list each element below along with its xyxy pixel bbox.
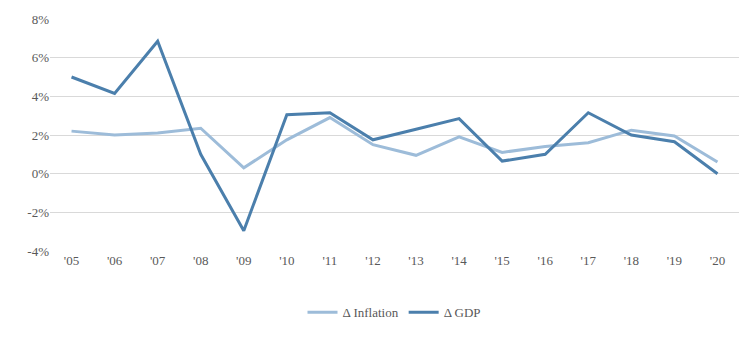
svg-text:'12: '12 [365, 253, 380, 268]
svg-text:2%: 2% [32, 128, 50, 143]
svg-text:Δ Inflation: Δ Inflation [343, 305, 399, 320]
svg-text:'15: '15 [494, 253, 509, 268]
svg-text:'19: '19 [667, 253, 682, 268]
svg-text:'17: '17 [581, 253, 597, 268]
svg-text:6%: 6% [32, 50, 50, 65]
svg-text:-2%: -2% [27, 205, 49, 220]
svg-text:'05: '05 [64, 253, 79, 268]
svg-text:'20: '20 [710, 253, 725, 268]
svg-text:'06: '06 [107, 253, 123, 268]
svg-text:'14: '14 [451, 253, 467, 268]
svg-text:'08: '08 [193, 253, 208, 268]
svg-text:-4%: -4% [27, 244, 49, 259]
svg-text:Δ GDP: Δ GDP [444, 305, 481, 320]
svg-text:'13: '13 [408, 253, 423, 268]
svg-text:8%: 8% [32, 12, 50, 27]
svg-text:'09: '09 [236, 253, 251, 268]
svg-text:'18: '18 [624, 253, 639, 268]
svg-text:'16: '16 [538, 253, 554, 268]
svg-text:'10: '10 [279, 253, 294, 268]
svg-text:'07: '07 [150, 253, 166, 268]
svg-text:0%: 0% [32, 166, 50, 181]
svg-text:'11: '11 [322, 253, 337, 268]
svg-text:4%: 4% [32, 89, 50, 104]
